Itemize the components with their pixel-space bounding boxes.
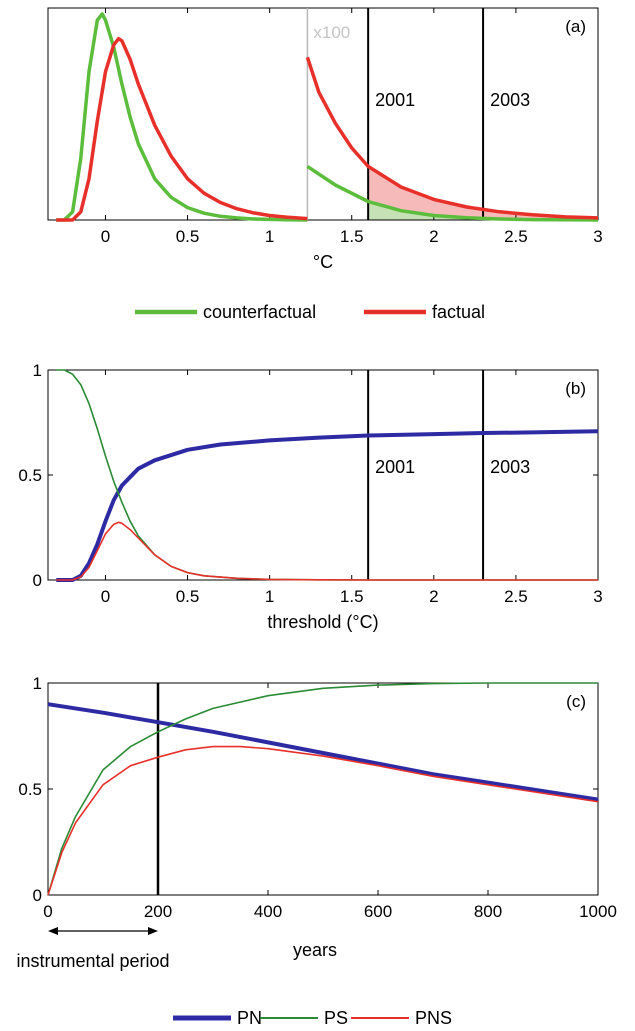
axes-frame	[47, 7, 599, 221]
event-label: 2001	[375, 457, 415, 477]
arrow-head-left	[48, 927, 58, 935]
legend-label: counterfactual	[203, 302, 316, 322]
panel-label: (a)	[565, 17, 586, 36]
panel-a: 0 0.5 1 1.5 2 2.5 3 °C (a) x100 2001 2003	[47, 7, 603, 272]
x-tick-label: 600	[364, 902, 392, 921]
panel-b: 0 0.5 1 1.5 2 2.5 3 0 0.5 1 threshold (°C) (b) 2001 2…	[18, 361, 602, 632]
x-tick-label: 800	[474, 902, 502, 921]
x-tick-label: 3	[593, 227, 602, 246]
x-tick-label: 0	[101, 587, 110, 606]
event-label: 2001	[375, 90, 415, 110]
y-tick-label: 1	[33, 361, 42, 380]
series-line-counterfactual-1	[306, 164, 599, 222]
x-tick-label: 2.5	[504, 587, 528, 606]
x-tick-label: 0	[43, 902, 52, 921]
event-label: 2003	[490, 457, 530, 477]
x-tick-label: 3	[593, 587, 602, 606]
panel-label: (b)	[565, 379, 586, 398]
legend-c: PN PS PNS	[173, 1008, 452, 1028]
x-tick-label: 2.5	[504, 227, 528, 246]
x-axis-label: °C	[313, 252, 333, 272]
y-tick-label: 0	[33, 571, 42, 590]
panel-label: (c)	[566, 692, 586, 711]
x-tick-label: 0	[101, 227, 110, 246]
scale-annotation: x100	[313, 23, 350, 42]
y-tick-label: 0.5	[18, 466, 42, 485]
x-tick-label: 2	[429, 227, 438, 246]
series-line-PN	[56, 429, 599, 582]
x-tick-label: 400	[254, 902, 282, 921]
x-axis-label: threshold (°C)	[267, 612, 378, 632]
x-tick-label: 1.5	[340, 587, 364, 606]
factual-exceedance-area	[368, 166, 598, 220]
legend-label: PN	[237, 1008, 262, 1028]
y-tick-label: 0	[33, 886, 42, 905]
legend-label: PNS	[415, 1008, 452, 1028]
legend-label: PS	[324, 1008, 348, 1028]
legend-label: factual	[432, 302, 485, 322]
event-label: 2003	[490, 90, 530, 110]
series-line-PN	[47, 702, 599, 802]
series-line-PNS	[47, 745, 599, 896]
series-line-factual-0	[56, 36, 308, 222]
panel-c: 0 200 400 600 800 1000 0 0.5 1 years (c) instrument…	[16, 674, 616, 971]
x-tick-label: 0.5	[176, 227, 200, 246]
x-tick-label: 1000	[579, 902, 617, 921]
arrow-head-right	[148, 927, 158, 935]
series-line-counterfactual-0	[56, 12, 308, 222]
series-line-PNS	[56, 521, 598, 581]
x-tick-label: 200	[144, 902, 172, 921]
x-tick-label: 0.5	[176, 587, 200, 606]
x-tick-label: 1	[265, 587, 274, 606]
x-tick-label: 1	[265, 227, 274, 246]
x-tick-label: 1.5	[340, 227, 364, 246]
series-line-factual-1	[305, 56, 599, 220]
y-tick-label: 1	[33, 674, 42, 693]
instrumental-period-label: instrumental period	[16, 951, 169, 971]
series-line-PS	[47, 682, 598, 896]
x-axis-label: years	[293, 940, 337, 960]
x-tick-label: 2	[429, 587, 438, 606]
legend-a: counterfactual factual	[135, 302, 485, 322]
y-tick-label: 0.5	[18, 780, 42, 799]
